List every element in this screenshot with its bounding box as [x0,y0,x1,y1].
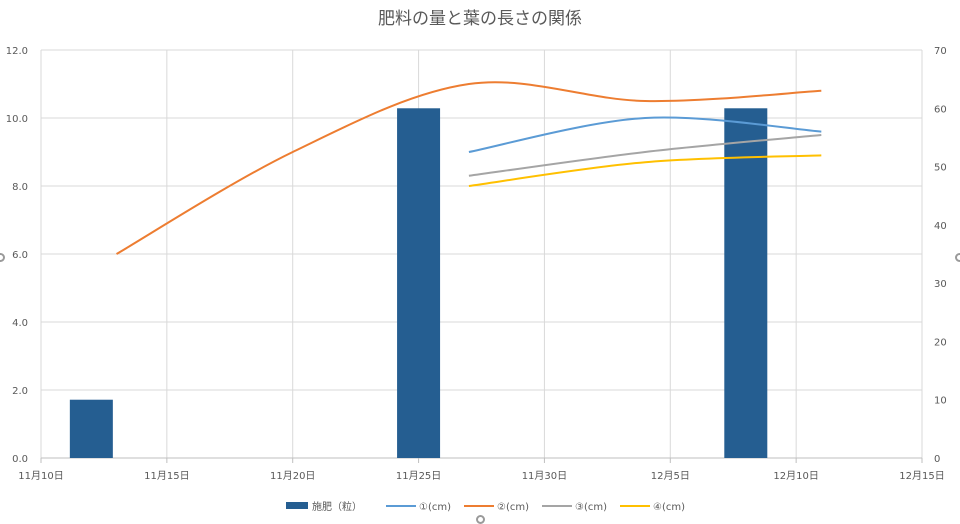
y-right-tick-label: 20 [934,337,947,348]
bar [397,108,441,459]
y-left-tick-label: 10.0 [6,114,28,125]
y-left-tick-label: 8.0 [12,182,28,193]
y-left-tick-label: 2.0 [12,386,28,397]
x-tick-label: 12月5日 [651,470,690,482]
y-left-tick-label: 6.0 [12,250,28,261]
y-right-tick-label: 70 [934,46,947,57]
x-tick-label: 11月20日 [270,470,315,482]
resize-handle-right[interactable] [955,253,960,262]
legend-label-series-2: ②(cm) [497,502,529,513]
y-right-tick-label: 10 [934,396,947,407]
x-tick-label: 11月15日 [144,470,189,482]
x-tick-label: 11月30日 [522,470,567,482]
x-tick-label: 11月10日 [18,470,63,482]
y-left-tick-label: 12.0 [6,46,28,57]
series-line-3 [468,134,822,177]
bar [724,108,768,459]
y-right-tick-label: 60 [934,104,947,115]
series-line-2 [116,81,822,255]
legend-label-series-4: ④(cm) [653,502,685,513]
series-line-1 [468,116,822,153]
x-tick-label: 12月10日 [773,470,818,482]
resize-handle-left[interactable] [0,253,5,262]
y-right-tick-label: 40 [934,221,947,232]
y-right-tick-label: 50 [934,163,947,174]
legend-label-series-1: ①(cm) [419,502,451,513]
y-right-tick-label: 0 [934,454,940,465]
y-left-tick-label: 4.0 [12,318,28,329]
legend-label-series-3: ③(cm) [575,502,607,513]
series-line-4 [468,154,822,187]
bar [69,399,113,458]
y-left-tick-label: 0.0 [12,454,28,465]
y-right-tick-label: 30 [934,279,947,290]
legend-label-bars: 施肥（粒） [312,500,362,513]
chart-title: 肥料の量と葉の長さの関係 [378,9,582,29]
x-tick-label: 12月15日 [899,470,944,482]
legend-swatch-bars [286,502,308,509]
x-tick-label: 11月25日 [396,470,441,482]
